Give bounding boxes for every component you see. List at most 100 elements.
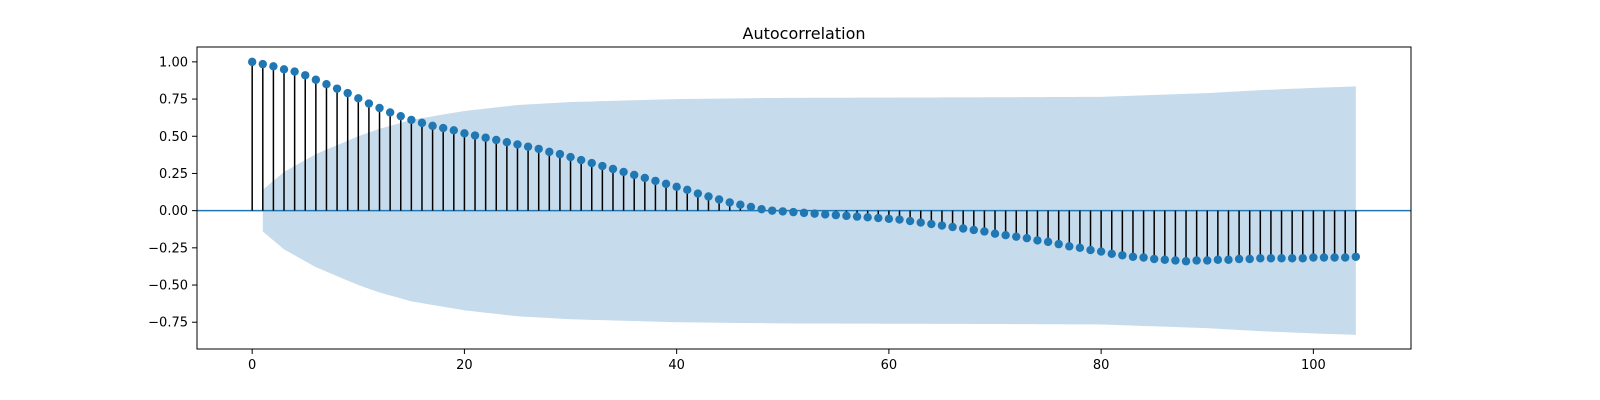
acf-point — [1149, 254, 1159, 264]
acf-point — [1022, 233, 1032, 243]
acf-point — [1139, 253, 1148, 262]
acf-point — [661, 179, 671, 189]
acf-point — [396, 111, 405, 121]
x-tick-label: 40 — [668, 358, 685, 373]
acf-point — [1001, 230, 1010, 240]
acf-point — [492, 135, 501, 145]
acf-point — [1107, 249, 1116, 258]
acf-point — [969, 225, 978, 235]
y-tick-label: −0.50 — [148, 279, 188, 294]
acf-point — [502, 138, 512, 147]
acf-point — [258, 59, 267, 69]
acf-point — [1224, 255, 1233, 264]
plot-frame — [196, 46, 1412, 350]
acf-point — [767, 206, 777, 215]
acf-point — [693, 189, 703, 198]
acf-point — [534, 144, 543, 154]
acf-point — [651, 176, 660, 186]
acf-point — [470, 131, 480, 140]
acf-point — [1234, 254, 1244, 264]
acf-point — [1351, 252, 1361, 261]
acf-point — [1192, 256, 1201, 265]
acf-point — [1054, 239, 1063, 249]
y-tick-label: −0.75 — [148, 316, 188, 331]
x-tick-label: 0 — [248, 358, 256, 373]
markers-layer — [247, 57, 1361, 266]
chart-title: Autocorrelation — [743, 24, 866, 43]
acf-point — [1065, 242, 1074, 251]
acf-point — [301, 71, 310, 80]
acf-point — [1287, 254, 1297, 263]
acf-point — [247, 57, 257, 67]
acf-point — [364, 99, 374, 108]
acf-point — [672, 182, 681, 192]
acf-point — [608, 164, 618, 174]
acf-point — [1043, 237, 1053, 247]
acf-point — [725, 198, 734, 207]
acf-point — [852, 212, 862, 221]
acf-point — [1298, 254, 1307, 263]
x-tick-label: 80 — [1093, 358, 1110, 373]
acf-point — [630, 170, 639, 180]
acf-point — [799, 208, 809, 218]
acf-point — [332, 84, 342, 93]
acf-point — [937, 221, 947, 230]
acf-point — [916, 218, 925, 227]
acf-point — [1277, 254, 1286, 263]
acf-point — [863, 213, 872, 222]
acf-point — [1012, 232, 1021, 241]
x-tick-label: 100 — [1301, 358, 1326, 373]
acf-point — [481, 133, 490, 142]
acf-point — [1096, 247, 1106, 256]
acf-point — [927, 219, 936, 229]
acf-point — [354, 94, 363, 103]
y-tick-label: 0.75 — [159, 93, 188, 108]
acf-point — [311, 75, 321, 84]
acf-point — [905, 216, 915, 226]
acf-point — [1128, 252, 1138, 261]
acf-point — [1033, 236, 1042, 245]
acf-point — [375, 103, 384, 113]
acf-point — [598, 161, 607, 171]
acf-point — [587, 158, 596, 168]
acf-point — [990, 229, 1000, 238]
acf-point — [1086, 245, 1095, 255]
acf-point — [449, 126, 459, 135]
acf-point — [1309, 253, 1318, 262]
acf-point — [322, 79, 331, 89]
acf-point — [874, 213, 883, 223]
acf-point — [269, 62, 278, 71]
acf-point — [683, 185, 692, 195]
acf-point — [1203, 256, 1212, 265]
acf-point — [778, 207, 787, 216]
acf-point — [407, 115, 416, 125]
y-tick-label: 0.00 — [159, 204, 188, 219]
acf-point — [948, 222, 957, 232]
acf-point — [566, 152, 575, 162]
acf-point — [438, 123, 448, 133]
acf-point — [746, 202, 756, 212]
acf-point — [831, 210, 841, 220]
acf-point — [1075, 243, 1085, 253]
acf-point — [980, 227, 989, 236]
acf-point — [789, 207, 798, 217]
acf-point — [714, 195, 724, 204]
y-tick-label: 1.00 — [159, 55, 188, 70]
acf-point — [385, 108, 395, 117]
acf-point — [1319, 253, 1329, 262]
axes-layer: 0 20 40 60 80 100 −0.75 −0.50 −0.25 0.00 0.25 0.50 0… — [148, 46, 1412, 373]
x-tick-label: 20 — [456, 358, 473, 373]
acf-point — [290, 67, 299, 76]
acf-point — [513, 140, 522, 149]
y-tick-label: −0.25 — [148, 241, 188, 256]
acf-point — [555, 149, 565, 159]
y-tick-label: 0.25 — [159, 167, 188, 182]
acf-point — [1171, 256, 1180, 265]
acf-point — [704, 192, 713, 201]
acf-point — [576, 155, 586, 165]
acf-point — [279, 65, 289, 74]
acf-point — [343, 88, 352, 98]
acf-point — [842, 211, 851, 221]
